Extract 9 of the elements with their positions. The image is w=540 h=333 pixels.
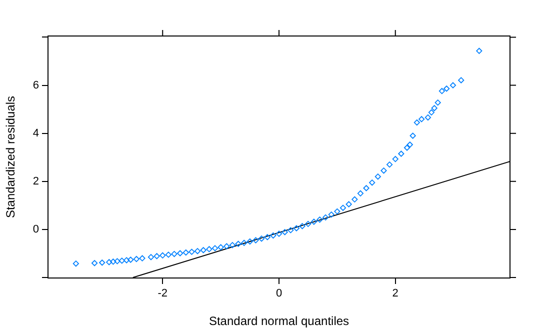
x-tick-label: 2 xyxy=(392,288,398,300)
y-tick-label: 2 xyxy=(32,175,39,188)
x-axis-title: Standard normal quantiles xyxy=(208,314,350,328)
x-tick-label: 0 xyxy=(276,288,282,300)
y-axis-title: Standardized residuals xyxy=(4,96,18,218)
y-tick-label: 6 xyxy=(32,79,39,92)
y-tick-label: 4 xyxy=(32,127,39,140)
x-tick-label: -2 xyxy=(158,288,168,300)
y-tick-label: 0 xyxy=(32,223,39,236)
